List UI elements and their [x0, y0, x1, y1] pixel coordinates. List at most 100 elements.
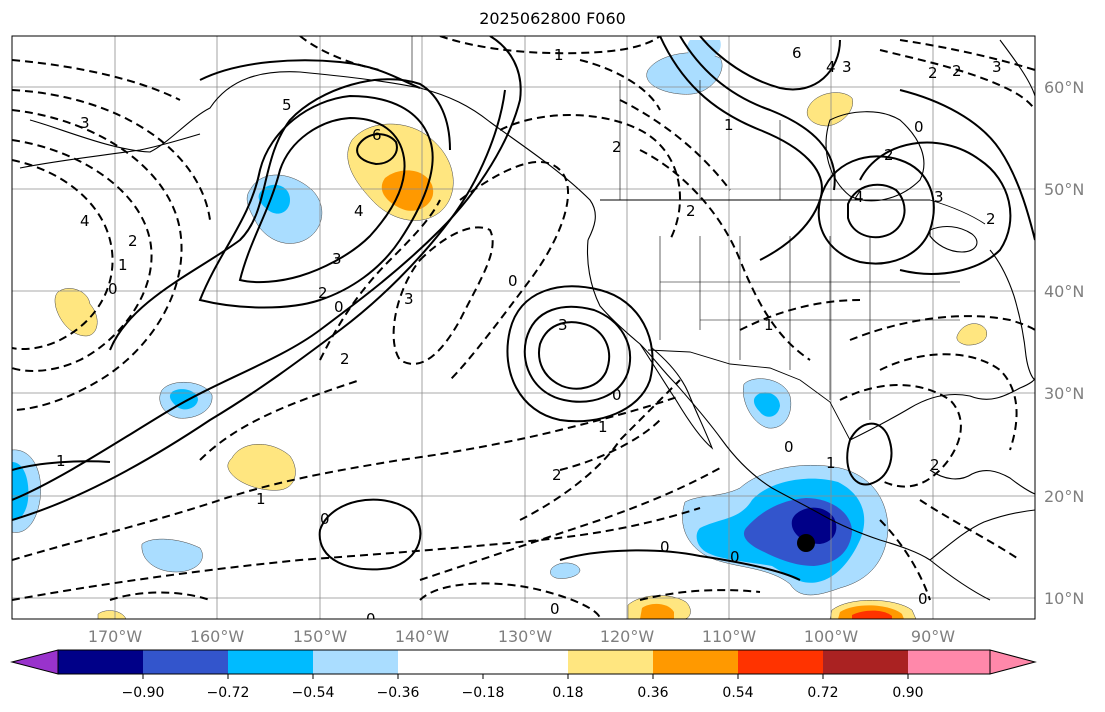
dashed-ne-1: [879, 49, 1035, 111]
alaska-coast: [29, 71, 596, 241]
contour-label: 2: [340, 350, 350, 368]
colorbar-segment: [143, 650, 228, 674]
contour-label: 1: [764, 316, 774, 334]
contour-label: 3: [80, 114, 90, 132]
state-lines: [659, 236, 960, 420]
colorbar-segment: [398, 650, 483, 674]
dashed-south-east-1: [879, 519, 931, 601]
baja-peninsula: [639, 343, 714, 450]
lon-label: 160°W: [190, 627, 245, 646]
contour-labels: 3 4 2 1 0 6 5 4 3 2 0 3 0 2 1 1 2 3 0 1 …: [56, 44, 1002, 619]
contour-label: 6: [372, 126, 382, 144]
dashed-gulf-1: [839, 384, 962, 488]
contour-label: 1: [598, 418, 608, 436]
contour-label: 0: [508, 272, 518, 290]
colorbar-right-extend: [989, 649, 1037, 675]
positive-anomaly-south-3: [97, 610, 127, 619]
contour-label: 2: [318, 284, 328, 302]
contour-label: 4: [826, 58, 836, 76]
lon-label: 150°W: [293, 627, 348, 646]
canada-province-lines: [411, 36, 781, 200]
contour-label: 0: [108, 280, 118, 298]
closed-high-california: [506, 285, 654, 423]
colorbar-tick-label: −0.90: [122, 685, 165, 701]
colorbar-segment: [738, 650, 823, 674]
dashed-southwest-3: [419, 467, 721, 581]
dashed-southwest-4: [519, 379, 681, 521]
contour-label: 3: [992, 58, 1002, 76]
negative-anomaly-eastpacific: [550, 562, 581, 579]
dashed-offshore-2: [449, 161, 569, 381]
contour-label: 4: [354, 202, 364, 220]
lat-label: 50°N: [1044, 180, 1084, 199]
contour-label: 3: [404, 290, 414, 308]
us-canada-border: [600, 199, 986, 225]
contour-label: 2: [128, 232, 138, 250]
colorbar-left-extend: [10, 649, 59, 675]
colorbar-tick-label: −0.36: [377, 685, 420, 701]
east-coast: [989, 249, 1035, 381]
dashed-north-2: [439, 36, 661, 55]
contour-label: 4: [854, 188, 864, 206]
left-contour-1: [12, 460, 111, 471]
colorbar-tick-label: 0.36: [637, 685, 668, 701]
north-contour-west: [199, 59, 421, 89]
map-border: [11, 35, 1036, 620]
colorbar-tick-label: −0.54: [292, 685, 335, 701]
negative-anomaly-northpacific-core: [258, 184, 290, 214]
contour-label: 0: [334, 298, 344, 316]
colorbar-segment: [58, 650, 143, 674]
dashed-inland-1: [639, 149, 811, 361]
longitude-labels: 170°W 160°W 150°W 140°W 130°W 120°W 110°…: [88, 627, 955, 646]
graticule: [12, 36, 1035, 619]
colorbar-segment: [568, 650, 653, 674]
lon-label: 100°W: [804, 627, 859, 646]
negative-anomaly-arctic: [646, 52, 723, 95]
contour-label: 1: [118, 256, 128, 274]
closed-high-northeast: [817, 155, 935, 265]
contour-label: 2: [928, 64, 938, 82]
contour-label: 1: [554, 46, 564, 64]
map-title: 2025062800 F060: [479, 9, 626, 28]
contour-label: 3: [842, 58, 852, 76]
contour-label: 1: [724, 116, 734, 134]
colorbar-tick-label: 0.54: [722, 685, 753, 701]
colorbar-tick-label: −0.18: [462, 685, 505, 701]
great-lakes: [929, 225, 978, 253]
contour-label: 2: [612, 138, 622, 156]
closed-high-northeast-2: [847, 183, 906, 239]
dashed-inland-4: [739, 299, 861, 331]
dashed-southwest-5: [559, 419, 661, 471]
colorbar-segment: [228, 650, 313, 674]
colorbar-ticks: [142, 674, 909, 679]
contour-label: 3: [558, 316, 568, 334]
ridge-contour-2: [12, 89, 506, 521]
storm-center-marker: [797, 534, 815, 552]
lon-label: 120°W: [600, 627, 655, 646]
lat-label: 30°N: [1044, 384, 1084, 403]
contour-label: 1: [56, 452, 66, 470]
colorbar-segment: [313, 650, 398, 674]
lon-label: 110°W: [702, 627, 757, 646]
colorbar-tick-label: −0.72: [207, 685, 250, 701]
closed-high-gulf: [846, 422, 893, 486]
dashed-offshore-4: [319, 199, 441, 361]
contour-label: 2: [552, 466, 562, 484]
east-contour-1: [899, 89, 1035, 241]
dashed-southwest-1: [12, 395, 681, 561]
dashed-southwest-2: [12, 507, 701, 601]
negative-anomaly-arctic-top: [687, 40, 721, 61]
dashed-mid-2: [109, 591, 211, 601]
contour-label: 1: [256, 490, 266, 508]
greenland-edge: [999, 39, 1035, 97]
positive-anomaly-hudson: [806, 92, 853, 127]
dashed-south-east-2: [919, 499, 1021, 561]
colorbar-segment: [653, 650, 738, 674]
contour-label: 0: [550, 600, 560, 618]
contour-label: 0: [784, 438, 794, 456]
dashed-ne-2: [899, 39, 1035, 71]
contour-label: 2: [986, 210, 996, 228]
aleutian-chain: [19, 133, 201, 169]
central-america: [929, 509, 1035, 561]
